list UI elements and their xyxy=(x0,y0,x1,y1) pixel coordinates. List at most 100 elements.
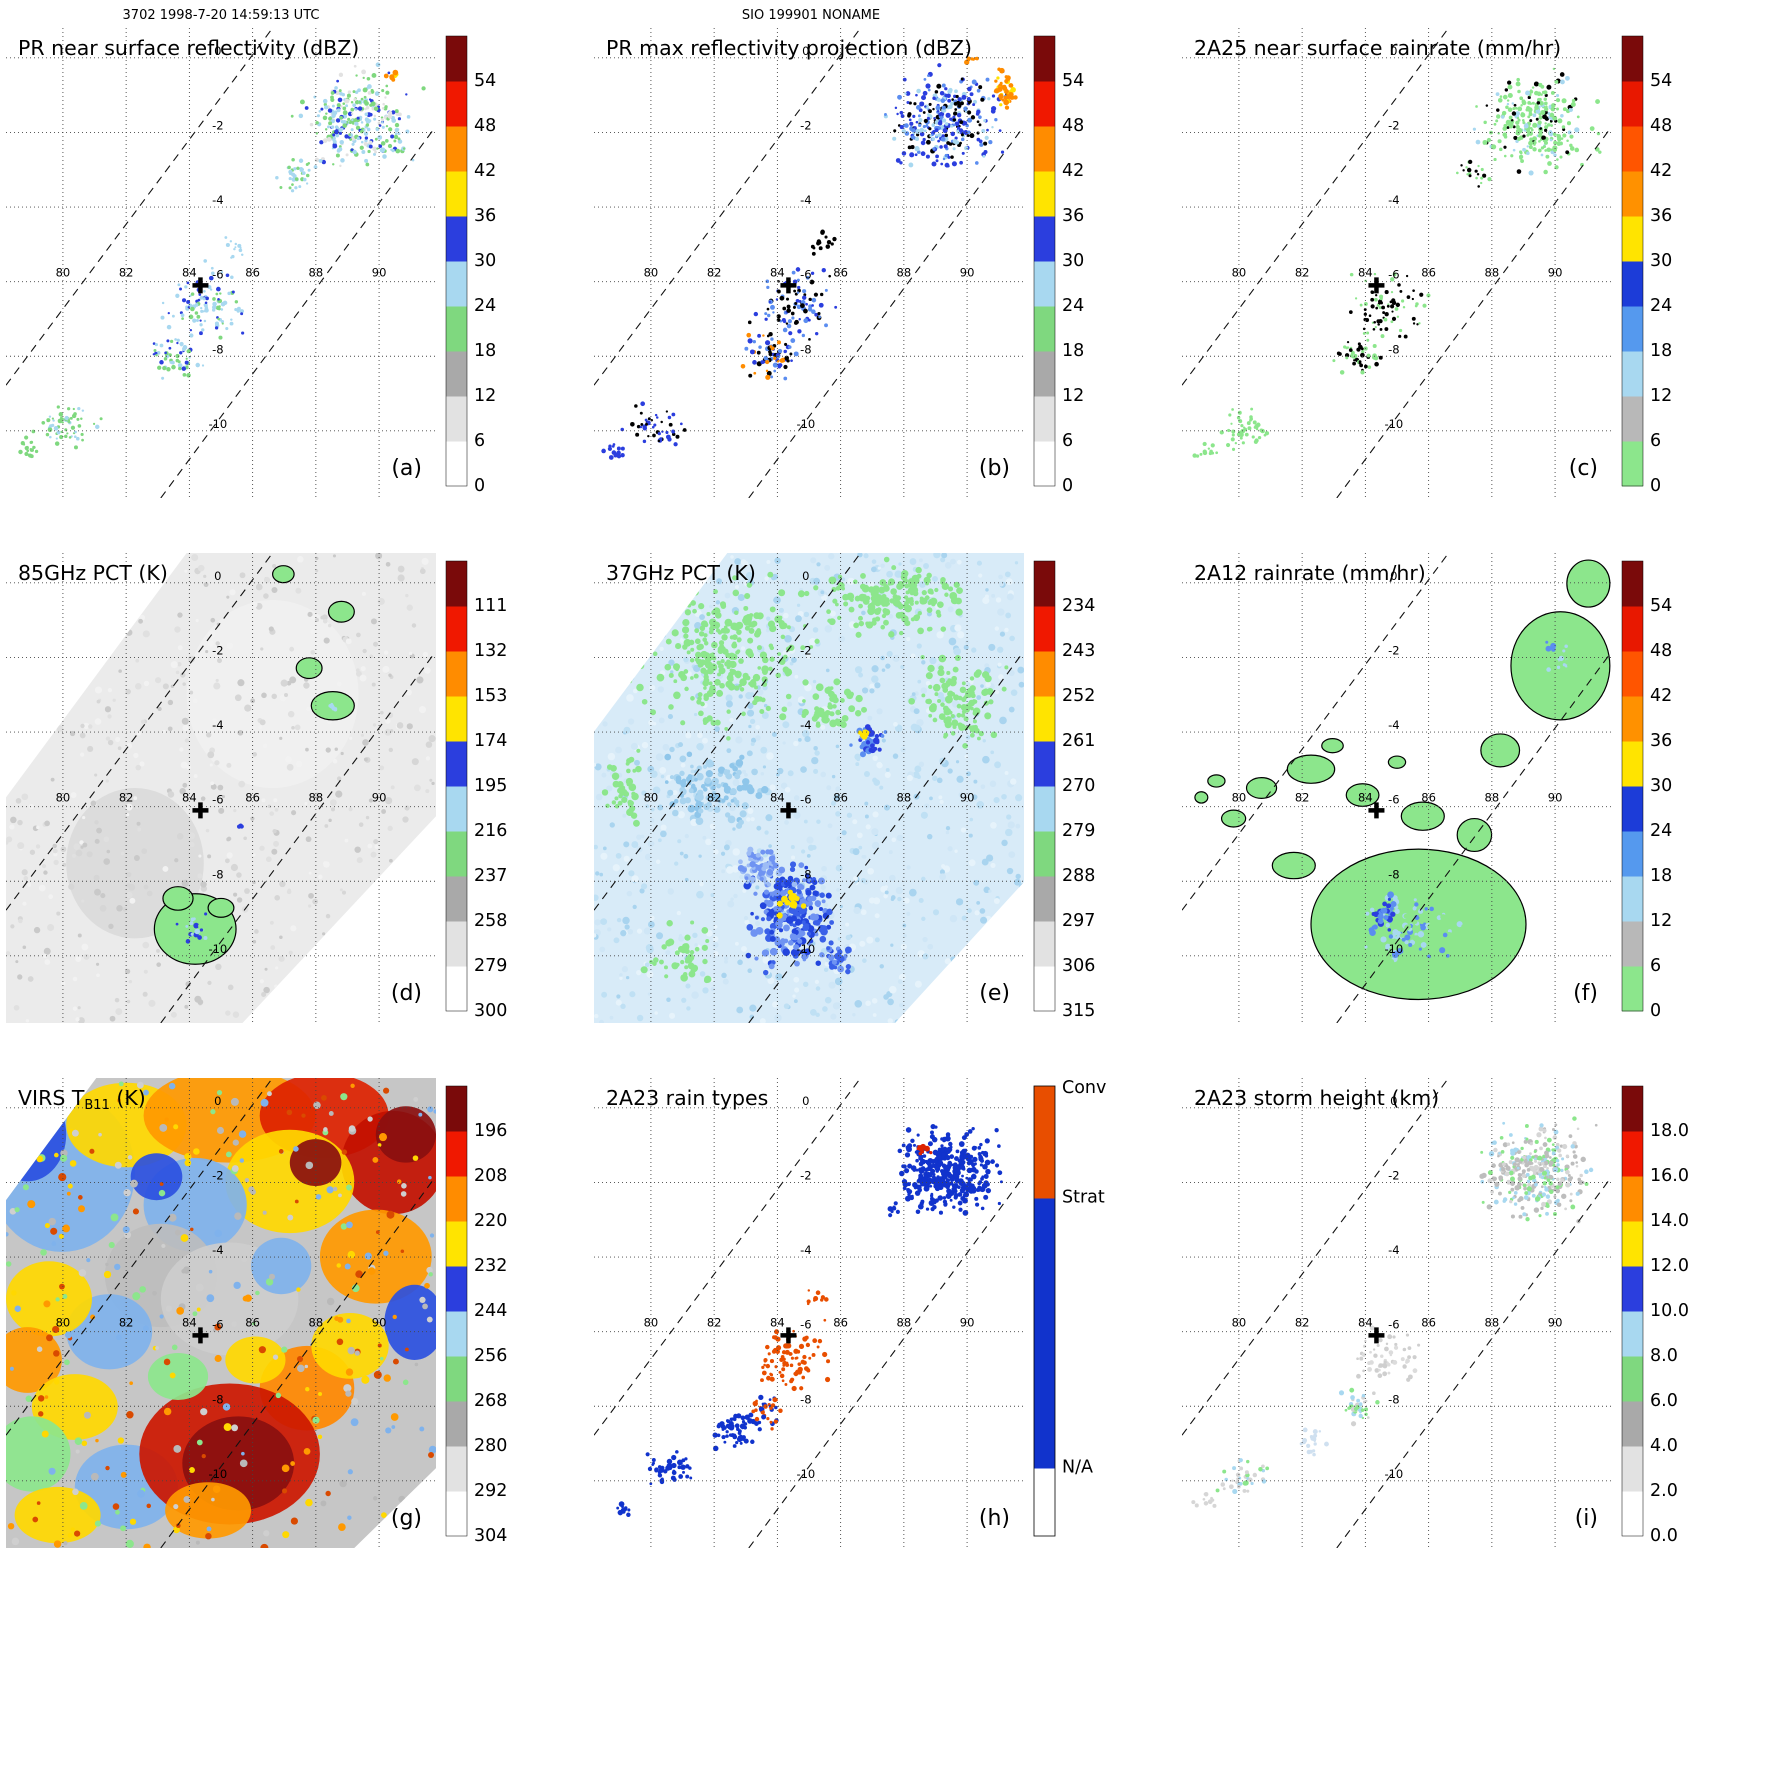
lon-grid-label: 88 xyxy=(897,791,912,805)
colorbar-tick-label: 24 xyxy=(1062,296,1084,316)
colorbar-tick-label: 195 xyxy=(474,776,507,796)
panel-title: PR near surface reflectivity (dBZ) xyxy=(18,36,359,60)
lon-grid-label: 86 xyxy=(245,791,260,805)
lon-grid-label: 88 xyxy=(309,1316,324,1330)
colorbar-tick-label: 30 xyxy=(1650,251,1672,271)
lat-grid-label: -6 xyxy=(212,793,223,807)
colorbar-tick-label: 12 xyxy=(474,386,496,406)
colorbar-tick-label: 10.0 xyxy=(1650,1301,1689,1321)
lon-grid-label: 86 xyxy=(833,1316,848,1330)
swath-boundary-line xyxy=(1336,653,1611,1023)
panel-e: 80 82 84 86 88 90 0 -2 -4 -6 -8 -10 37GHz PCT (K) (e)… xyxy=(594,553,1182,1078)
colorbar-tick-label: 18 xyxy=(1650,341,1672,361)
colorbar-tick-label: 268 xyxy=(474,1391,507,1411)
lat-grid-label: -4 xyxy=(800,193,811,207)
panel-letter: (e) xyxy=(979,981,1010,1006)
colorbar-tick-label: N/A xyxy=(1062,1458,1093,1478)
lat-grid-label: 0 xyxy=(214,44,221,58)
colorbar-tick-label: 16.0 xyxy=(1650,1166,1689,1186)
colorbar-tick-label: 48 xyxy=(1650,116,1672,136)
lat-grid-label: -2 xyxy=(212,643,223,657)
lon-grid-label: 90 xyxy=(1548,791,1563,805)
lat-grid-label: -8 xyxy=(212,342,223,356)
lon-grid-label: 88 xyxy=(309,266,324,280)
colorbar-tick-label: 54 xyxy=(1650,596,1672,616)
lat-grid-label: -10 xyxy=(796,942,815,956)
colorbar-tick-label: 256 xyxy=(474,1346,507,1366)
lat-grid-label: -10 xyxy=(208,417,227,431)
panels-grid: 80 82 84 86 88 90 0 -2 -4 -6 -8 -10 PR near surface … xyxy=(6,28,1770,1603)
map-canvas-g: 80 82 84 86 88 90 0 -2 -4 -6 -8 -10 VIRS TB11 (K) (g) xyxy=(6,1078,436,1548)
colorbar-tick-label: 48 xyxy=(1062,116,1084,136)
lat-grid-label: -10 xyxy=(796,417,815,431)
panel-letter: (b) xyxy=(979,456,1010,481)
colorbar-tick-label: 12 xyxy=(1062,386,1084,406)
lon-grid-label: 84 xyxy=(1358,791,1373,805)
lat-grid-label: -6 xyxy=(212,1318,223,1332)
lat-grid-label: -4 xyxy=(212,718,223,732)
lon-grid-label: 90 xyxy=(372,791,387,805)
lat-grid-label: -4 xyxy=(1388,718,1399,732)
colorbar-tick-label: 270 xyxy=(1062,776,1095,796)
lon-grid-label: 80 xyxy=(644,791,659,805)
colorbar-tick-label: 244 xyxy=(474,1301,507,1321)
colorbar-tick-label: 30 xyxy=(1062,251,1084,271)
latlon-grid: 80 82 84 86 88 90 0 -2 -4 -6 -8 -10 xyxy=(1182,28,1612,498)
latlon-grid: 80 82 84 86 88 90 0 -2 -4 -6 -8 -10 xyxy=(1182,1078,1612,1548)
colorbar-e: 315 306 297 288 279 270 261 252 243 234 xyxy=(1033,560,1095,1021)
panel-letter: (d) xyxy=(391,981,422,1006)
panel-title: 2A12 rainrate (mm/hr) xyxy=(1194,561,1426,585)
colorbar-tick-label: 36 xyxy=(1650,731,1672,751)
lon-grid-label: 84 xyxy=(1358,1316,1373,1330)
lat-grid-label: -2 xyxy=(1388,118,1399,132)
lon-grid-label: 90 xyxy=(372,266,387,280)
map-canvas-e: 80 82 84 86 88 90 0 -2 -4 -6 -8 -10 37GHz PCT (K) (e) xyxy=(594,553,1024,1023)
storm-center-marker xyxy=(1368,802,1385,819)
lon-grid-label: 80 xyxy=(1232,791,1247,805)
lon-grid-label: 80 xyxy=(1232,1316,1247,1330)
colorbar-tick-label: 132 xyxy=(474,641,507,661)
colorbar-tick-label: 8.0 xyxy=(1650,1346,1678,1366)
lon-grid-label: 80 xyxy=(1232,266,1247,280)
panel-b: 80 82 84 86 88 90 0 -2 -4 -6 -8 -10 PR max reflectiv… xyxy=(594,28,1182,553)
lon-grid-label: 86 xyxy=(245,266,260,280)
lon-grid-label: 90 xyxy=(372,1316,387,1330)
colorbar-tick-label: 6 xyxy=(474,431,485,451)
colorbar-tick-label: 234 xyxy=(1062,596,1095,616)
lon-grid-label: 90 xyxy=(1548,1316,1563,1330)
colorbar-tick-label: 6 xyxy=(1650,431,1661,451)
storm-center-marker xyxy=(192,802,209,819)
lat-grid-label: -4 xyxy=(800,718,811,732)
colorbar-tick-label: 258 xyxy=(474,911,507,931)
colorbar-d: 300 279 258 237 216 195 174 153 132 111 xyxy=(445,560,507,1021)
colorbar-tick-label: 54 xyxy=(1062,71,1084,91)
colorbar-tick-label: 261 xyxy=(1062,731,1095,751)
lon-grid-label: 82 xyxy=(119,791,134,805)
lon-grid-label: 80 xyxy=(56,266,71,280)
lon-grid-label: 82 xyxy=(707,791,722,805)
panel-title: PR max reflectivity projection (dBZ) xyxy=(606,36,972,60)
lon-grid-label: 88 xyxy=(897,266,912,280)
swath-boundary-line xyxy=(1182,1078,1450,1436)
lat-grid-label: -8 xyxy=(800,1392,811,1406)
colorbar-tick-label: 220 xyxy=(474,1211,507,1231)
colorbar-tick-label: 2.0 xyxy=(1650,1481,1678,1501)
colorbar-tick-label: 306 xyxy=(1062,956,1095,976)
lon-grid-label: 90 xyxy=(960,791,975,805)
data-layer xyxy=(616,1123,1003,1518)
lon-grid-label: 80 xyxy=(56,1316,71,1330)
lon-grid-label: 86 xyxy=(833,266,848,280)
lat-grid-label: 0 xyxy=(1390,44,1397,58)
lon-grid-label: 86 xyxy=(833,791,848,805)
lon-grid-label: 84 xyxy=(770,266,785,280)
colorbar-tick-label: 292 xyxy=(474,1481,507,1501)
storm-center-marker xyxy=(780,277,797,294)
colorbar-tick-label: 54 xyxy=(474,71,496,91)
lon-grid-label: 88 xyxy=(1485,266,1500,280)
lon-grid-label: 84 xyxy=(770,1316,785,1330)
colorbar-g: 304 292 280 268 256 244 232 220 208 196 xyxy=(445,1085,507,1546)
lat-grid-label: -8 xyxy=(1388,1392,1399,1406)
colorbar-tick-label: 24 xyxy=(1650,821,1672,841)
colorbar-tick-label: 304 xyxy=(474,1526,507,1546)
lat-grid-label: -2 xyxy=(800,1168,811,1182)
